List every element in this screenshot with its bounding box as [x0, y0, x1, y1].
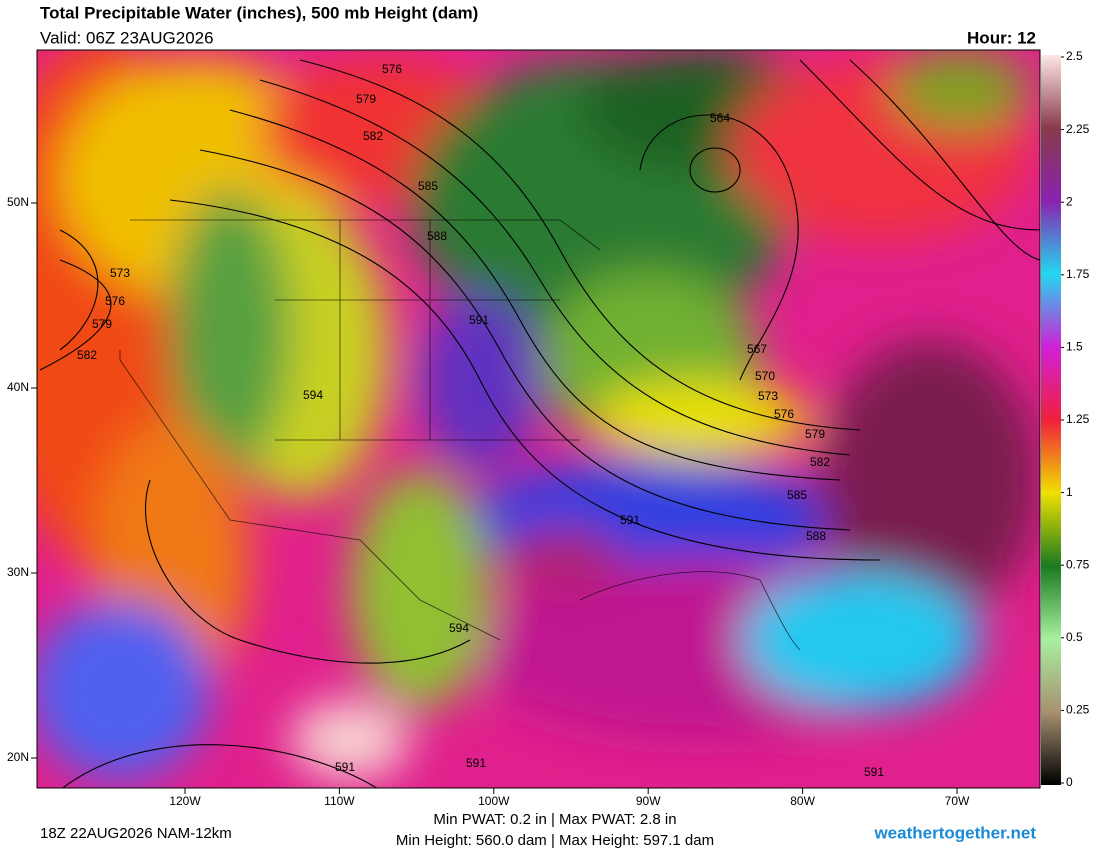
colorbar-label: 0.25	[1066, 703, 1090, 717]
lon-label: 110W	[324, 794, 355, 808]
contour-label: 582	[77, 348, 97, 362]
colorbar	[1041, 55, 1061, 785]
map-frame	[36, 49, 1041, 789]
contour-label: 579	[92, 317, 112, 331]
contour-label: 591	[469, 313, 489, 327]
forecast-hour: Hour: 12	[967, 28, 1036, 47]
colorbar-label: 1.25	[1066, 412, 1090, 426]
colorbar-label: 0	[1066, 775, 1073, 789]
contour-label: 591	[620, 513, 640, 527]
contour-label: 591	[466, 756, 486, 770]
map-field	[37, 50, 1040, 788]
contour-label: 579	[356, 92, 376, 106]
contour-label: 576	[774, 407, 794, 421]
model-run: 18Z 22AUG2026 NAM-12km	[40, 825, 232, 842]
colorbar-label: 1	[1066, 485, 1073, 499]
contour-label: 582	[810, 455, 830, 469]
lat-label: 20N	[7, 750, 29, 764]
colorbar-label: 2	[1066, 194, 1073, 208]
colorbar-label: 0.5	[1066, 630, 1083, 644]
colorbar-label: 1.75	[1066, 267, 1090, 281]
pwat-range: Min PWAT: 0.2 in | Max PWAT: 2.8 in	[433, 811, 676, 828]
contour-label: 582	[363, 129, 383, 143]
site-link[interactable]: weathertogether.net	[873, 823, 1036, 842]
boundaries	[119, 219, 801, 651]
colorbar-label: 0.75	[1066, 557, 1090, 571]
valid-time: Valid: 06Z 23AUG2026	[40, 28, 214, 47]
contour-label: 588	[806, 529, 826, 543]
height-range: Min Height: 560.0 dam | Max Height: 597.…	[396, 832, 714, 849]
lat-label: 30N	[7, 565, 29, 579]
lat-label: 40N	[7, 380, 29, 394]
contour-label: 576	[382, 62, 402, 76]
lat-label: 50N	[7, 195, 29, 209]
contour-label: 567	[747, 342, 767, 356]
contour-label: 570	[755, 369, 775, 383]
lon-label: 70W	[945, 794, 970, 808]
height-contours	[39, 59, 1040, 788]
contour-label: 591	[864, 765, 884, 779]
title: Total Precipitable Water (inches), 500 m…	[40, 3, 478, 22]
colorbar-label: 2.5	[1066, 49, 1083, 63]
contour-label: 594	[449, 621, 469, 635]
contour-label: 594	[303, 388, 323, 402]
lon-label: 80W	[790, 794, 815, 808]
lon-label: 100W	[478, 794, 510, 808]
contour-label: 573	[758, 389, 778, 403]
contour-label: 576	[105, 294, 125, 308]
lon-label: 120W	[169, 794, 201, 808]
lon-label: 90W	[636, 794, 661, 808]
contour-label: 564	[710, 111, 730, 125]
contour-label: 591	[335, 760, 355, 774]
contour-label: 579	[805, 427, 825, 441]
contour-label: 588	[427, 229, 447, 243]
colorbar-label: 2.25	[1066, 122, 1090, 136]
contour-label: 585	[787, 488, 807, 502]
contour-label: 573	[110, 266, 130, 280]
colorbar-label: 1.5	[1066, 340, 1083, 354]
contour-label: 585	[418, 179, 438, 193]
